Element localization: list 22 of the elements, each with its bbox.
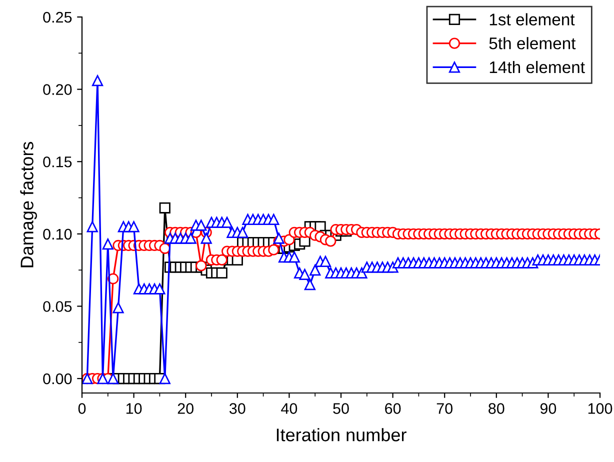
y-tick-label: 0.25: [43, 12, 72, 23]
x-axis-title: Iteration number: [276, 428, 406, 442]
x-tick-label: 60: [385, 403, 401, 414]
x-tick-label: 30: [229, 403, 246, 414]
y-tick-label: 0.05: [43, 301, 72, 312]
x-tick-label: 10: [126, 403, 142, 414]
x-tick-label: 80: [488, 403, 504, 414]
x-tick-label: 70: [436, 403, 452, 414]
x-tick-label: 40: [281, 403, 298, 414]
legend-label: 14th element: [490, 60, 585, 74]
y-axis-title: Damage factors: [20, 142, 37, 268]
y-tick-label: 0.00: [43, 373, 72, 384]
y-tick-label: 0.10: [43, 228, 72, 240]
legend-label: 5th element: [489, 37, 576, 50]
x-tick-label: 0: [78, 403, 86, 414]
x-tick-label: 90: [540, 403, 556, 414]
x-tick-label: 100: [588, 403, 612, 414]
y-tick-label: 0.20: [43, 84, 72, 95]
x-tick-label: 20: [178, 403, 194, 414]
y-tick-label: 0.15: [43, 156, 72, 168]
x-tick-label: 50: [333, 403, 349, 414]
legend-label: 1st element: [490, 13, 575, 26]
